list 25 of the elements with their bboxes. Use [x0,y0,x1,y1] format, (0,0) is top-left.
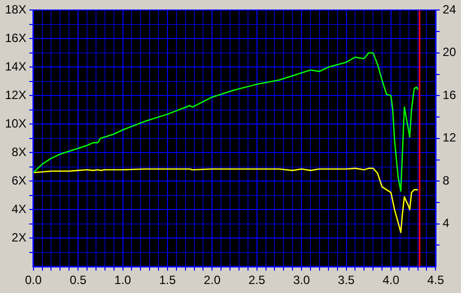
x-tick-label: 0.0 [25,273,42,288]
y-tick-label: 10X [4,116,26,130]
y2-tick-label: 24 [442,2,456,17]
y-tick-label: 14X [4,59,26,74]
y-tick-label: 16X [4,31,26,45]
x-tick-label: 4.5 [427,273,444,288]
y2-tick-label: 8 [442,173,450,188]
x-tick-label: 1.5 [159,273,176,288]
y-tick-label: 12X [4,88,26,102]
y2-tick-label: 20 [442,45,456,60]
x-tick-label: 2.5 [248,273,266,288]
y-tick-label: 6X [12,173,26,188]
x-tick-label: 3.0 [293,273,310,288]
y-tick-label: 8X [12,144,26,159]
y2-tick-label: 4 [442,216,450,230]
x-tick-label: 1.0 [114,273,132,288]
y-tick-label: 18X [4,2,26,17]
y2-tick-label: 16 [442,88,456,102]
y-tick-label: 4X [12,202,26,216]
y-tick-label: 2X [12,230,26,244]
x-tick-label: 4.0 [382,273,400,288]
y2-tick-label: 12 [442,130,456,145]
x-tick-label: 3.5 [338,273,355,288]
x-tick-label: 2.0 [204,273,221,288]
x-tick-label: 0.5 [70,273,87,288]
